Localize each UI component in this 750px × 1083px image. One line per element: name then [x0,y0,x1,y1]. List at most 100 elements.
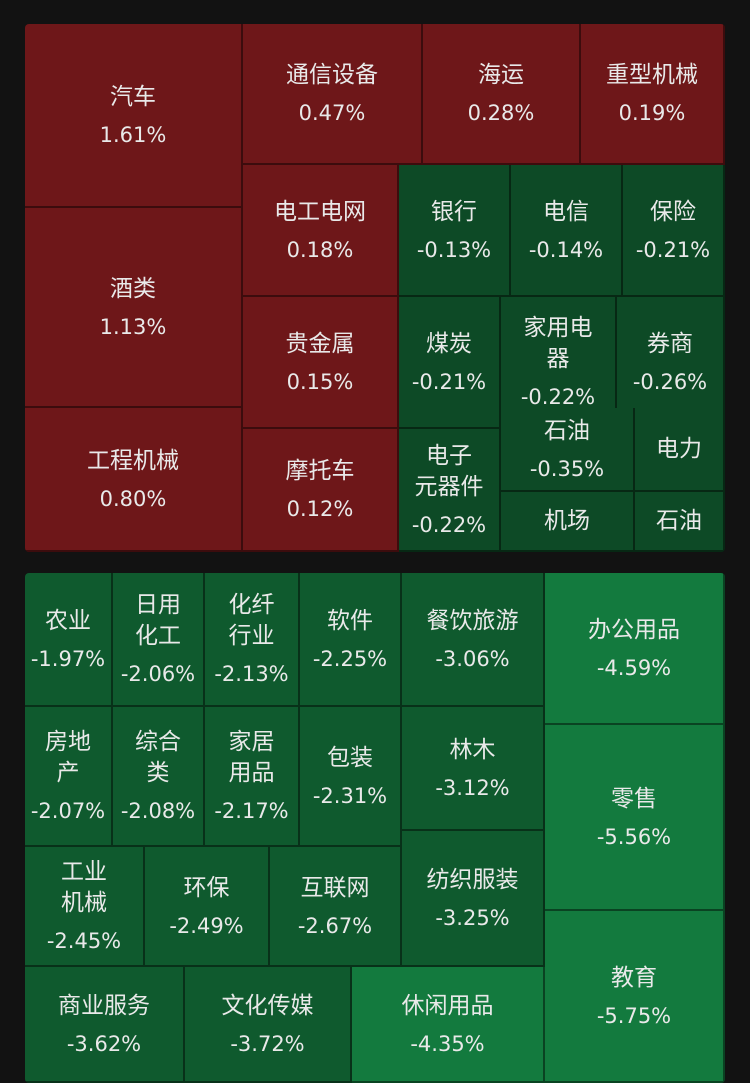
sector-name: 石油 [656,507,702,534]
sector-change: -0.13% [416,237,492,262]
sector-name: 券商 [647,330,693,357]
sector-name: 工程机械 [87,447,179,474]
treemap-tile[interactable]: 房地 产 -2.07% [25,707,113,847]
sector-name: 贵金属 [285,330,355,357]
treemap-tile[interactable]: 银行 -0.13% [399,165,511,297]
sector-name: 通信设备 [286,62,378,88]
treemap-tile[interactable]: 摩托车 0.12% [243,429,399,552]
sector-name: 教育 [611,964,657,991]
treemap-tile[interactable]: 家居 用品 -2.17% [205,707,300,847]
treemap-bottom-panel: 农业 -1.97% 日用 化工 -2.06% 化纤 行业 -2.13% 软件 -2.25% 餐饮… [25,573,725,1083]
treemap-tile[interactable]: 工业 机械 -2.45% [25,847,145,967]
sector-name: 综合 类 [135,729,181,786]
sector-name: 家居 用品 [228,729,275,786]
sector-change: 0.15% [286,369,354,394]
treemap-tile[interactable]: 教育 -5.75% [545,911,725,1083]
sector-change: -3.12% [435,775,510,800]
treemap-tile[interactable]: 纺织服装 -3.25% [402,831,545,967]
sector-name: 银行 [431,198,477,225]
sector-change: -0.22% [520,385,596,409]
sector-change: -0.35% [529,456,605,481]
sector-name: 房地 产 [45,729,91,786]
treemap-tile[interactable]: 重型机械 0.19% [581,24,725,165]
sector-change: -2.08% [120,799,196,823]
sector-change: 0.47% [298,101,366,125]
sector-change: -4.35% [410,1031,485,1056]
sector-change: -3.72% [230,1031,305,1056]
sector-change: 1.61% [99,122,167,147]
treemap-tile[interactable]: 商业服务 -3.62% [25,967,185,1083]
sector-name: 纺织服装 [426,866,519,893]
treemap-tile[interactable]: 家用电 器 -0.22% [501,297,617,429]
sector-name: 煤炭 [426,330,472,357]
sector-name: 软件 [327,607,373,634]
treemap-tile[interactable]: 电工电网 0.18% [243,165,399,297]
sector-change: 0.80% [99,486,167,511]
sector-name: 工业 机械 [61,859,107,916]
sector-change: 1.13% [99,314,167,339]
sector-change: -3.06% [435,646,510,671]
sector-name: 保险 [650,198,696,225]
treemap-tile[interactable]: 包装 -2.31% [300,707,402,847]
treemap-tile[interactable]: 林木 -3.12% [402,707,545,831]
treemap-tile[interactable]: 酒类 1.13% [25,208,243,408]
sector-name: 化纤 行业 [228,592,275,649]
treemap-tile[interactable]: 互联网 -2.67% [270,847,402,967]
treemap-tile[interactable]: 电子 元器件 -0.22% [399,429,501,552]
sector-change: -2.67% [297,913,373,938]
sector-change: -5.56% [596,824,672,849]
treemap-tile[interactable]: 通信设备 0.47% [243,24,423,165]
sector-change: -0.26% [632,369,708,394]
sector-change: -4.59% [596,655,672,680]
sector-change: 0.19% [618,101,686,125]
treemap-tile[interactable]: 煤炭 -0.21% [399,297,501,429]
treemap-tile[interactable]: 石油 [635,492,725,552]
sector-name: 电工电网 [274,198,366,225]
treemap-tile[interactable]: 文化传媒 -3.72% [185,967,352,1083]
treemap-tile[interactable]: 保险 -0.21% [623,165,725,297]
sector-name: 商业服务 [58,992,150,1019]
sector-change: 0.28% [467,101,535,125]
sector-name: 电力 [656,435,702,462]
treemap-tile[interactable]: 环保 -2.49% [145,847,270,967]
sector-change: -2.13% [214,662,289,686]
treemap-tile[interactable]: 石油 -0.35% [501,408,635,492]
treemap-tile[interactable]: 机场 [501,492,635,552]
treemap-tile[interactable]: 券商 -0.26% [617,297,725,429]
sector-change: -0.22% [411,512,487,537]
sector-name: 文化传媒 [221,992,314,1019]
sector-change: -1.97% [30,646,106,671]
treemap-tile[interactable]: 海运 0.28% [423,24,581,165]
sector-name: 农业 [45,607,91,634]
sector-name: 家用电 器 [523,315,593,372]
sector-name: 摩托车 [285,458,355,484]
treemap-tile[interactable]: 电力 [635,408,725,492]
sector-change: -2.45% [46,929,122,953]
sector-name: 海运 [478,62,524,88]
treemap-tile[interactable]: 综合 类 -2.08% [113,707,205,847]
treemap-tile[interactable]: 化纤 行业 -2.13% [205,573,300,707]
sector-change: -2.31% [312,783,388,808]
sector-name: 重型机械 [606,62,698,88]
sector-name: 包装 [327,744,373,771]
treemap-tile[interactable]: 电信 -0.14% [511,165,623,297]
treemap-tile[interactable]: 软件 -2.25% [300,573,402,707]
sector-change: -2.06% [120,662,196,686]
sector-name: 休闲用品 [401,992,494,1019]
treemap-tile[interactable]: 休闲用品 -4.35% [352,967,545,1083]
sector-change: 0.12% [286,497,354,521]
sector-name: 林木 [449,736,496,763]
treemap-tile[interactable]: 日用 化工 -2.06% [113,573,205,707]
treemap-tile[interactable]: 汽车 1.61% [25,24,243,208]
sector-change: -0.21% [635,237,711,262]
treemap-tile[interactable]: 农业 -1.97% [25,573,113,707]
sector-change: -3.25% [435,905,510,930]
sector-change: -2.25% [312,646,388,671]
sector-name: 互联网 [300,874,370,901]
treemap-tile[interactable]: 餐饮旅游 -3.06% [402,573,545,707]
treemap-tile[interactable]: 零售 -5.56% [545,725,725,911]
treemap-tile[interactable]: 工程机械 0.80% [25,408,243,552]
treemap-tile[interactable]: 办公用品 -4.59% [545,573,725,725]
treemap-tile[interactable]: 贵金属 0.15% [243,297,399,429]
sector-name: 日用 化工 [135,592,181,649]
